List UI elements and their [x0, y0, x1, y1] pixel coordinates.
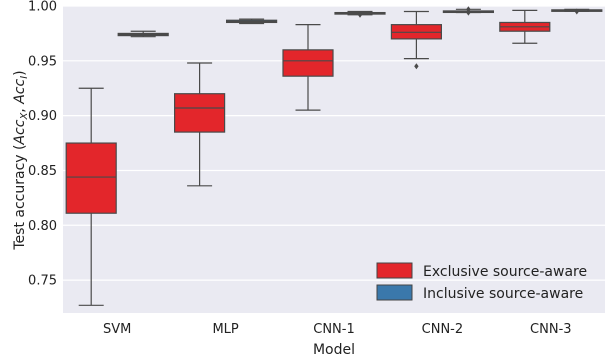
box-cnn-3-series-0: [499, 9, 551, 44]
x-tick-label: CNN-1: [313, 322, 355, 337]
y-tick-label: 0.80: [28, 219, 57, 234]
box-svm-series-1: [117, 30, 169, 38]
legend-label-exclusive: Exclusive source-aware: [423, 264, 587, 280]
box-iqr: [282, 49, 334, 77]
box-cnn-3-series-1: [551, 8, 603, 15]
y-axis-label-math-1: Acc: [12, 119, 28, 145]
y-tick-label: 0.90: [28, 109, 57, 124]
y-axis-label-prefix: Test accuracy (: [12, 145, 28, 251]
y-tick-label: 1.00: [28, 0, 57, 15]
gridlines: [63, 5, 605, 281]
y-axis-label-sub-2: I: [19, 76, 30, 79]
legend: Exclusive source-aware Inclusive source-…: [376, 262, 587, 302]
outlier-point: [357, 11, 363, 18]
y-axis-label: Test accuracy (AccX, AccI): [12, 70, 30, 250]
y-axis-label-math-2: Acc: [12, 78, 28, 104]
y-tick-label: 0.75: [28, 274, 57, 289]
box-mlp-series-0: [174, 62, 226, 187]
x-tick-labels: SVM MLP CNN-1 CNN-2 CNN-3: [103, 322, 572, 337]
y-axis-label-sep: ,: [12, 104, 28, 113]
y-axis-label-suffix: ): [12, 70, 28, 75]
y-tick-label: 0.95: [28, 54, 57, 69]
y-axis-label-sub-1: X: [19, 112, 30, 121]
outlier-point: [574, 8, 579, 15]
box-svm-series-0: [65, 87, 117, 306]
box-iqr: [65, 142, 117, 214]
box-cnn-2-series-1: [442, 6, 494, 16]
legend-swatch-inclusive: [376, 284, 413, 301]
box-cnn-1-series-0: [282, 24, 334, 111]
y-tick-label: 0.85: [28, 164, 57, 179]
outlier-point: [466, 6, 471, 13]
plot-area: [63, 6, 605, 313]
box-groups: [65, 6, 603, 306]
x-tick-label: MLP: [212, 322, 238, 337]
x-tick-label: SVM: [103, 322, 131, 337]
box-iqr: [174, 93, 226, 133]
x-tick-label: CNN-2: [422, 322, 464, 337]
outlier-point: [466, 9, 471, 16]
box-cnn-1-series-1: [334, 10, 386, 18]
box-mlp-series-1: [226, 18, 278, 25]
x-axis-label: Model: [313, 342, 355, 358]
legend-label-inclusive: Inclusive source-aware: [423, 286, 583, 302]
y-tick-labels: 0.75 0.80 0.85 0.90 0.95 1.00: [28, 0, 57, 289]
outlier-point: [414, 63, 419, 70]
x-tick-label: CNN-3: [530, 322, 572, 337]
legend-swatch-exclusive: [376, 262, 413, 279]
box-cnn-2-series-0: [390, 10, 442, 70]
